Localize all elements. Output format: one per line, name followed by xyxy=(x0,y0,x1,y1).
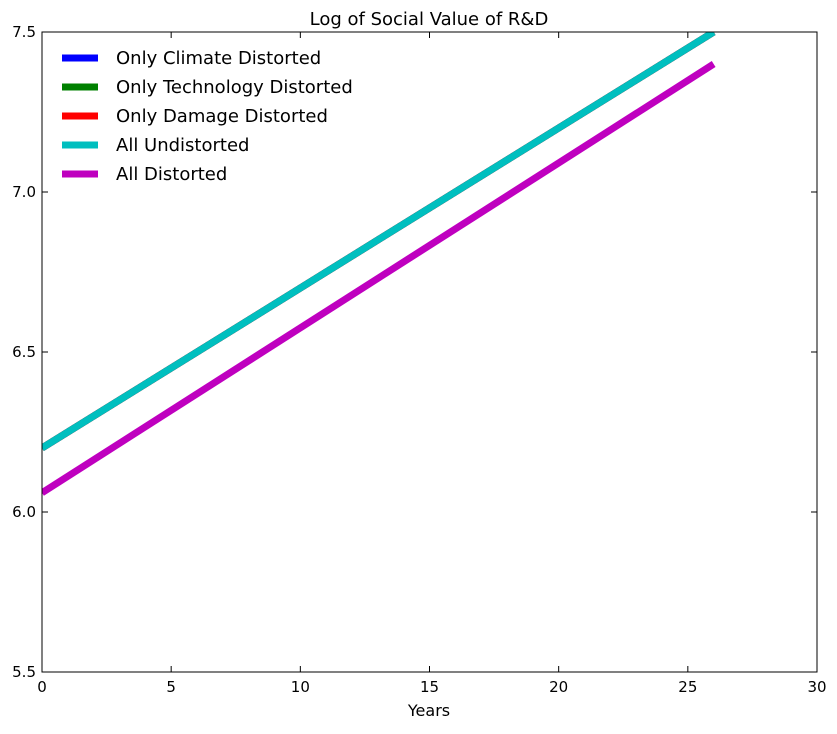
legend-label: Only Technology Distorted xyxy=(116,77,353,98)
x-tick-label: 20 xyxy=(549,678,568,696)
legend-label: All Distorted xyxy=(116,164,227,185)
x-tick-label: 15 xyxy=(420,678,439,696)
y-tick-label: 5.5 xyxy=(12,663,36,681)
y-tick-label: 7.0 xyxy=(12,183,36,201)
x-tick-label: 5 xyxy=(166,678,176,696)
x-axis-label: Years xyxy=(407,701,450,720)
x-tick-label: 30 xyxy=(807,678,826,696)
y-tick-label: 6.5 xyxy=(12,343,36,361)
x-tick-label: 25 xyxy=(678,678,697,696)
series-line-5 xyxy=(42,61,716,496)
x-tick-label: 0 xyxy=(37,678,47,696)
plot-frame xyxy=(41,31,818,673)
y-tick-label: 7.5 xyxy=(12,23,36,41)
legend-label: Only Damage Distorted xyxy=(116,106,328,127)
y-tick-label: 6.0 xyxy=(12,503,36,521)
x-tick-label: 10 xyxy=(291,678,310,696)
legend: Only Climate Distorted Only Technology Di… xyxy=(62,48,353,185)
chart-title: Log of Social Value of R&D xyxy=(310,9,549,30)
plot-area xyxy=(42,32,716,496)
legend-label: Only Climate Distorted xyxy=(116,48,321,69)
axes: 0 5 10 15 20 25 30 5.5 6.0 6.5 7.0 7.5 xyxy=(12,23,826,696)
legend-label: All Undistorted xyxy=(116,135,249,156)
series-line-4 xyxy=(42,32,716,451)
